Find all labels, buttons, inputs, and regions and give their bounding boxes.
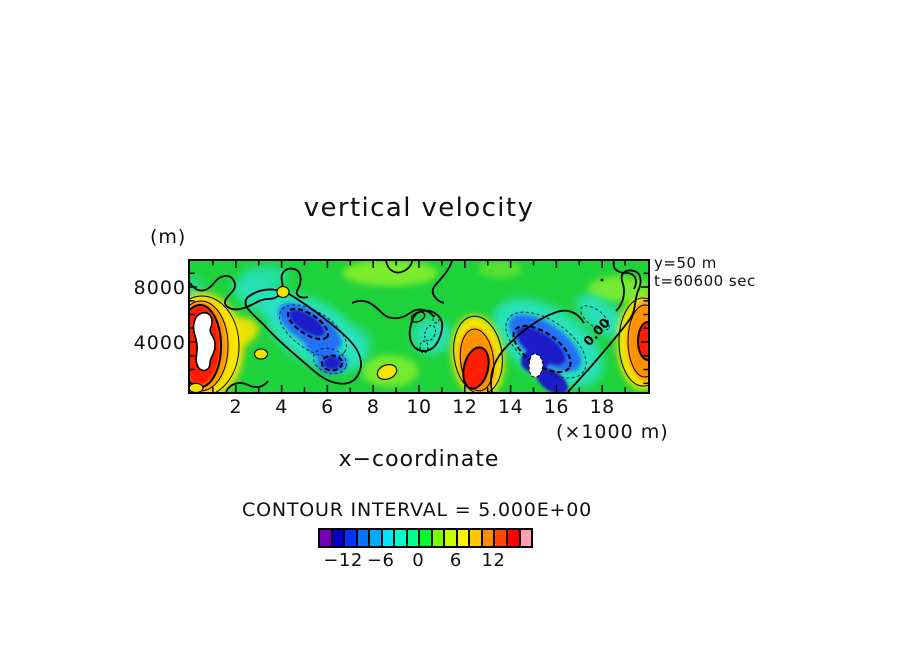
x-tick-label: 10 <box>406 396 432 418</box>
small-dashed-contours <box>419 314 440 354</box>
tiny-contour-dot <box>600 278 604 282</box>
colorbar-box <box>456 529 470 547</box>
downdraft-1 <box>278 303 347 375</box>
colorbar-tick-label: 0 <box>412 550 425 571</box>
colorbar-box <box>494 529 507 547</box>
x-tick-label: 2 <box>229 396 243 418</box>
x-tick-label: 16 <box>543 396 569 418</box>
y-tick-label-4000: 4000 <box>133 332 186 354</box>
x-tick-label: 8 <box>366 396 380 418</box>
zero-contour-lines <box>190 261 642 392</box>
colorbar-box <box>394 529 407 547</box>
red-core-right <box>637 321 648 361</box>
colorbar-box <box>406 529 420 547</box>
colorbar-box <box>519 529 533 547</box>
colorbar-box <box>481 529 495 547</box>
updraft-left <box>190 293 259 392</box>
x-tick-label: 6 <box>321 396 334 418</box>
colorbar-box <box>419 529 432 547</box>
contour-plot: 0.00 <box>190 261 648 392</box>
x-axis-label: x−coordinate <box>338 447 500 472</box>
x-tick-labels: 2 4 6 8 10 12 14 16 18 <box>190 396 648 418</box>
colorbar-box <box>506 529 520 547</box>
chart-title: vertical velocity <box>303 193 535 223</box>
x-tick-label: 14 <box>498 396 524 418</box>
y-axis-unit-label: (m) <box>150 226 187 248</box>
y-tick-label-8000: 8000 <box>133 277 186 299</box>
colorbar-box <box>469 529 482 547</box>
yellow-cells <box>190 285 398 392</box>
axis-ticks <box>190 261 648 392</box>
colorbar-box <box>319 529 332 547</box>
colorbar <box>318 528 533 548</box>
colorbar-box <box>444 529 457 547</box>
colorbar-tick-label: 12 <box>481 550 506 571</box>
slice-annotations: y=50 m t=60600 sec <box>654 254 756 290</box>
colorbar-tick-label: −12 <box>323 550 363 571</box>
x-tick-label: 18 <box>589 396 615 418</box>
white-core-left <box>192 311 216 372</box>
colorbar-box <box>381 529 395 547</box>
colorbar-tick-label: −6 <box>366 550 395 571</box>
colorbar-box <box>431 529 445 547</box>
time-annotation: t=60600 sec <box>654 272 756 290</box>
colorbar-tick-label: 6 <box>449 550 462 571</box>
colorbar-box <box>356 529 370 547</box>
red-core-middle <box>462 346 490 390</box>
contour-interval-caption: CONTOUR INTERVAL = 5.000E+00 <box>242 499 592 521</box>
x-tick-label: 4 <box>275 396 288 418</box>
y-slice-annotation: y=50 m <box>654 254 717 272</box>
contour-plot-frame: 0.00 <box>188 259 650 394</box>
x-tick-label: 12 <box>452 396 478 418</box>
white-core-downdraft <box>528 353 544 378</box>
x-axis-unit-label: (×1000 m) <box>556 421 669 443</box>
updraft-right <box>617 296 648 390</box>
colorbar-box <box>369 529 382 547</box>
colorbar-box <box>344 529 357 547</box>
color-field: 0.00 <box>190 261 648 392</box>
colorbar-box <box>331 529 345 547</box>
colorbar-labels: −12 −6 0 6 12 <box>318 550 531 572</box>
